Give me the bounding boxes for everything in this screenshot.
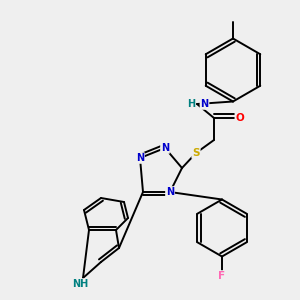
Text: N: N [161, 143, 169, 153]
Text: N: N [166, 187, 174, 197]
Text: N: N [200, 99, 208, 109]
Text: O: O [236, 113, 244, 123]
Text: NH: NH [72, 279, 88, 289]
Text: N: N [136, 153, 144, 163]
Text: H: H [187, 99, 195, 109]
Text: F: F [218, 271, 226, 281]
Text: S: S [192, 148, 200, 158]
